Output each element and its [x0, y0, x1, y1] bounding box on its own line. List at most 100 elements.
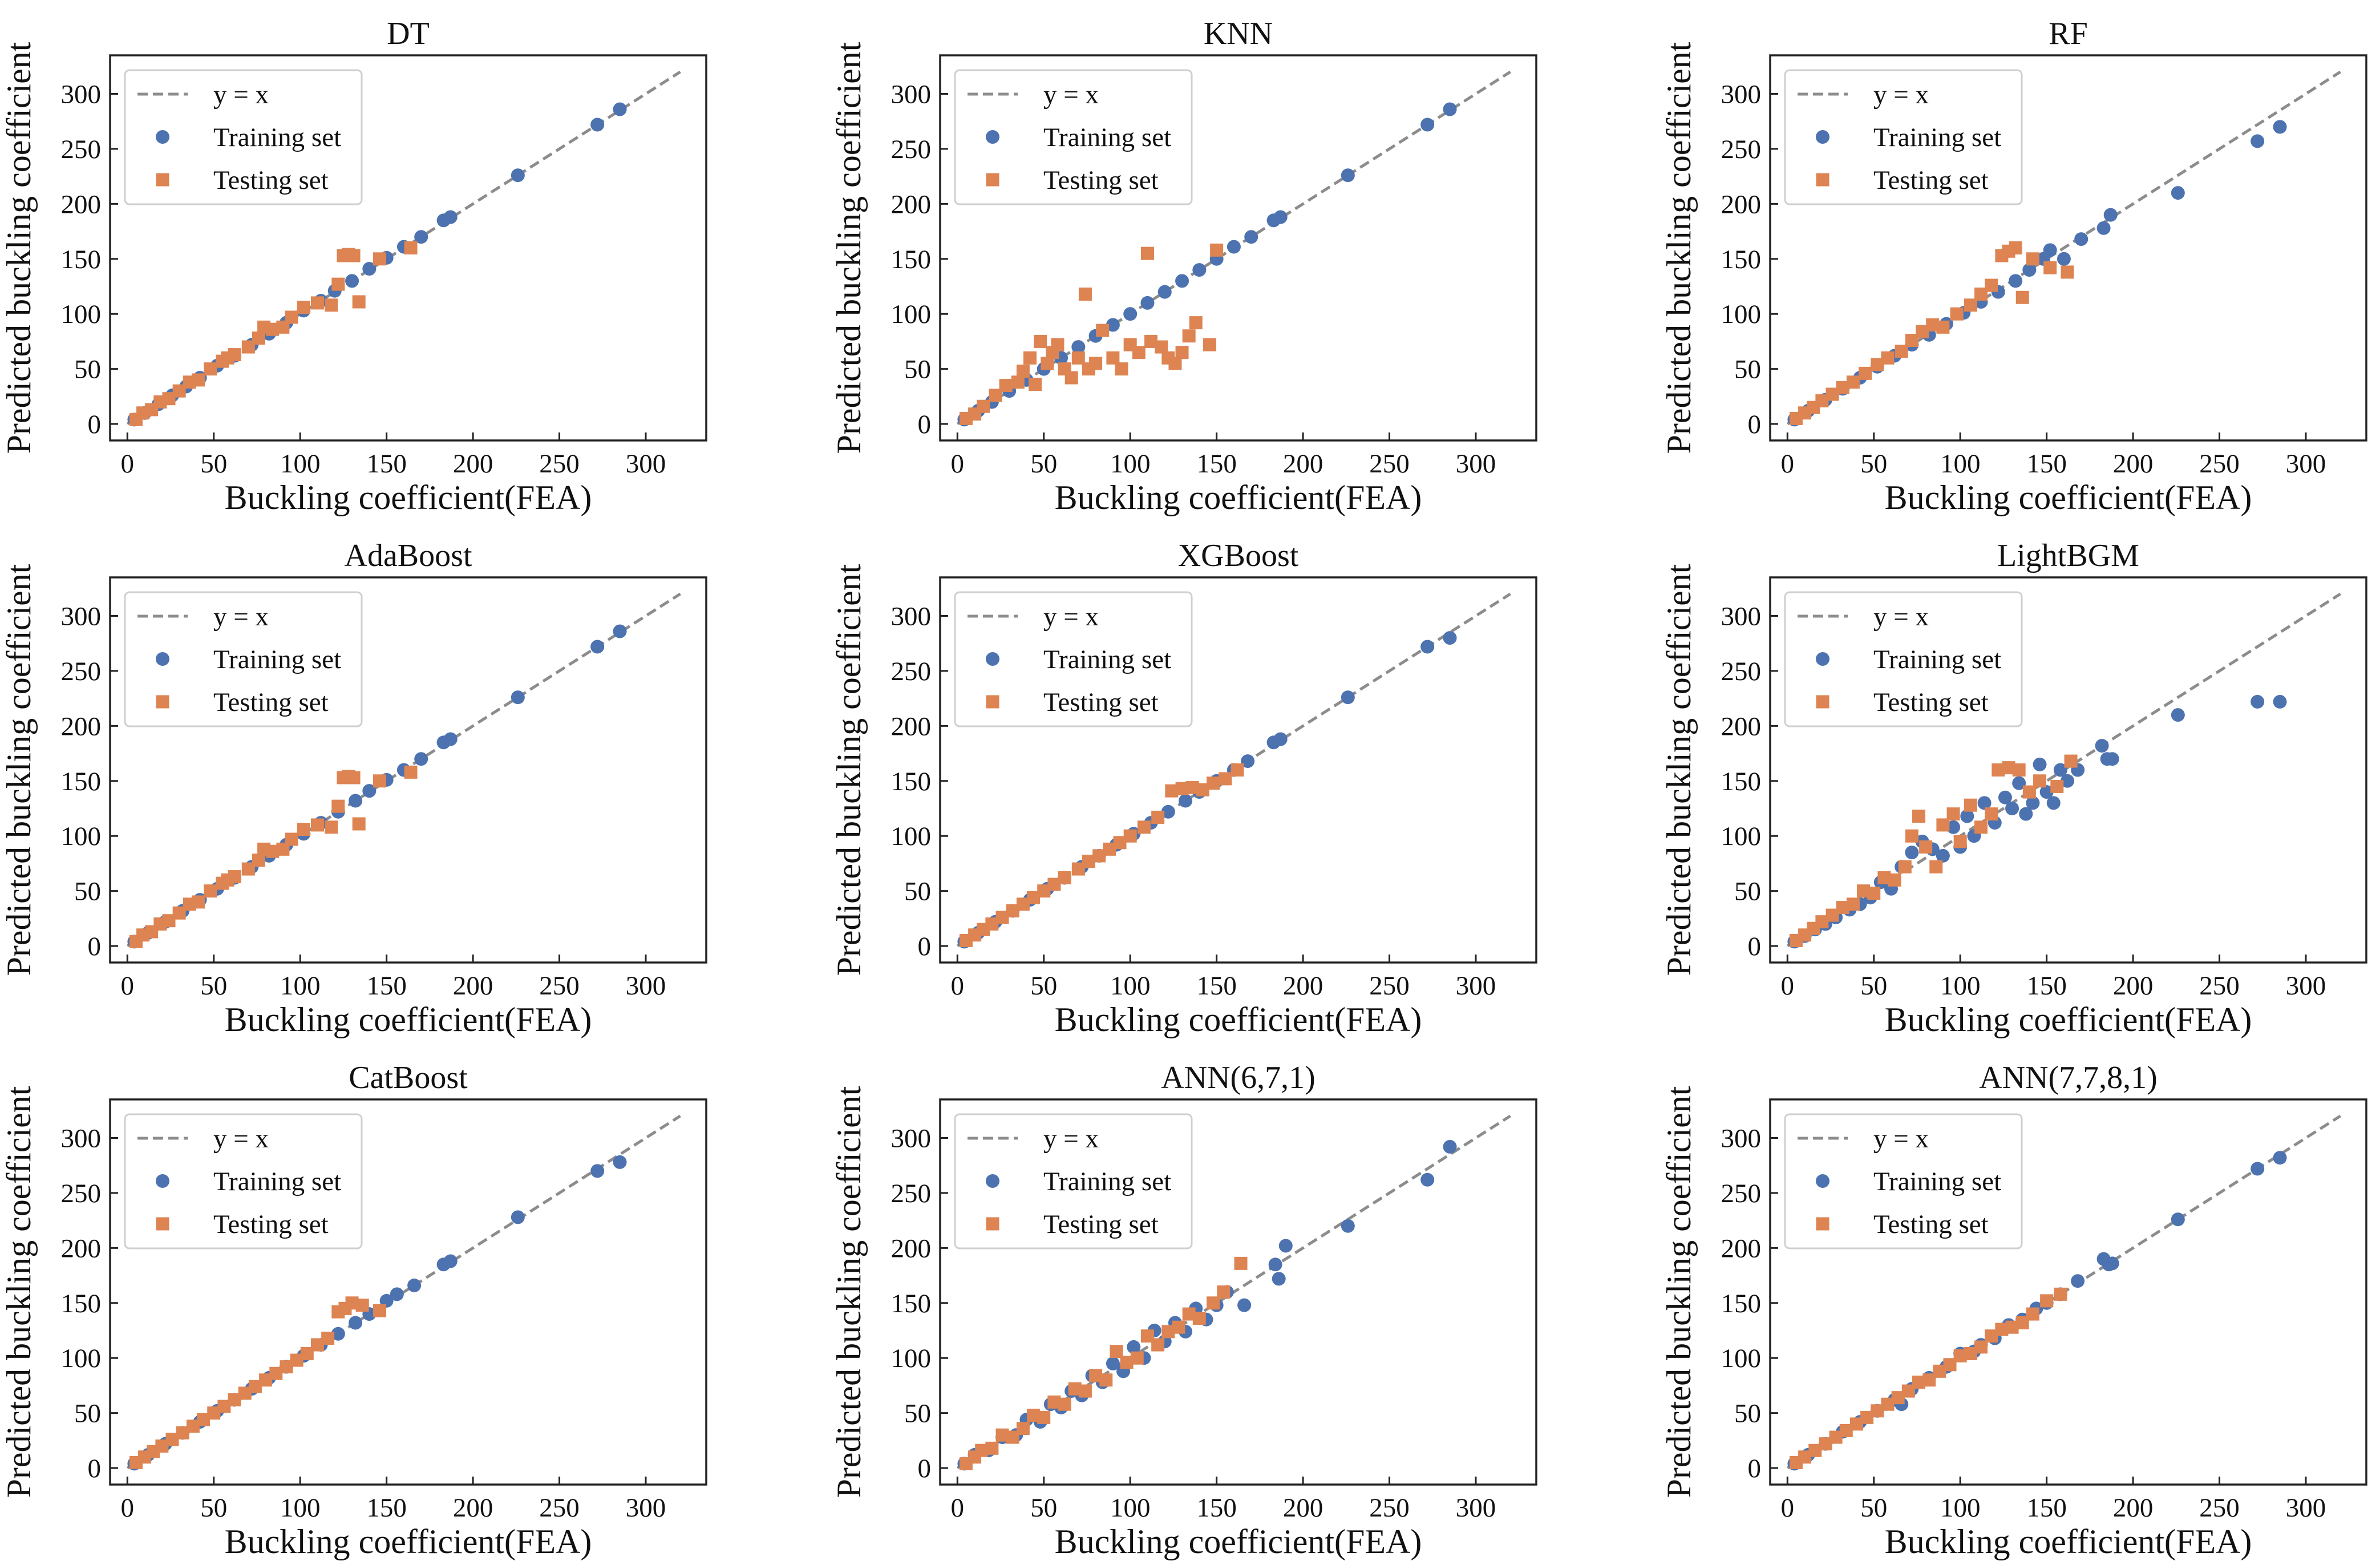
- training-point: [1273, 732, 1288, 746]
- y-tick-label: 150: [891, 767, 932, 796]
- testing-point: [1082, 855, 1095, 868]
- testing-point: [373, 774, 387, 788]
- x-tick-label: 50: [1860, 971, 1887, 1001]
- y-tick-label: 200: [1721, 711, 1762, 741]
- testing-point: [266, 844, 280, 858]
- training-point: [1977, 796, 1992, 810]
- testing-point: [2002, 761, 2015, 775]
- testing-point: [165, 1433, 179, 1446]
- x-tick-label: 150: [2026, 1493, 2067, 1523]
- y-tick-label: 250: [891, 135, 932, 164]
- testing-point: [1857, 884, 1871, 898]
- y-tick-label: 50: [904, 1399, 931, 1429]
- legend-identity-label: y = x: [1043, 80, 1099, 110]
- testing-point: [2015, 1316, 2029, 1329]
- y-tick-label: 150: [61, 1289, 102, 1319]
- legend-testing-swatch: [1816, 173, 1829, 187]
- x-tick-label: 300: [1456, 449, 1496, 479]
- training-point: [613, 102, 627, 116]
- training-point: [1227, 240, 1241, 254]
- testing-point: [331, 799, 345, 813]
- x-tick-label: 100: [1940, 449, 1981, 479]
- training-point: [1192, 263, 1207, 277]
- testing-point: [1946, 807, 1960, 821]
- training-point: [2071, 1274, 2085, 1288]
- testing-point: [373, 1304, 387, 1317]
- y-tick-label: 0: [1748, 932, 1762, 961]
- y-axis-label: Predicted buckling coefficient: [0, 1086, 38, 1498]
- y-tick-label: 0: [88, 932, 102, 961]
- x-tick-label: 100: [1940, 971, 1981, 1001]
- testing-point: [325, 820, 338, 834]
- testing-point: [297, 301, 310, 314]
- y-tick-label: 150: [61, 767, 102, 796]
- y-tick-label: 250: [61, 657, 102, 686]
- testing-point: [345, 1296, 359, 1310]
- testing-point: [404, 241, 418, 254]
- x-tick-label: 0: [951, 449, 965, 479]
- testing-point: [352, 817, 366, 831]
- y-tick-label: 100: [891, 300, 932, 329]
- testing-point: [310, 1338, 324, 1352]
- testing-point: [1905, 334, 1918, 347]
- y-tick-label: 200: [1721, 189, 1762, 219]
- testing-series: [959, 1256, 1248, 1470]
- y-axis-label: Predicted buckling coefficient: [0, 42, 38, 454]
- x-tick-label: 0: [1781, 971, 1795, 1001]
- training-point: [2273, 1151, 2287, 1165]
- x-tick-label: 250: [2199, 971, 2240, 1001]
- x-tick-label: 200: [1283, 971, 1323, 1001]
- testing-point: [217, 1400, 231, 1413]
- subplot-8: ANN(6,7,1) 0 50 100 150 200 250 300 0 50 100 150 200…: [830, 1060, 1537, 1560]
- training-point: [1106, 1356, 1120, 1370]
- testing-point: [1140, 246, 1154, 260]
- legend: y = x Training set Testing set: [954, 1113, 1193, 1249]
- x-tick-label: 300: [626, 449, 666, 479]
- testing-point: [2005, 1320, 2019, 1334]
- testing-point: [1196, 783, 1209, 796]
- testing-point: [1037, 884, 1051, 898]
- y-tick-label: 150: [891, 245, 932, 274]
- x-tick-label: 300: [626, 1493, 666, 1523]
- legend-training-label: Training set: [1873, 123, 2001, 152]
- testing-point: [1985, 1329, 1998, 1343]
- x-tick-label: 300: [2286, 1493, 2326, 1523]
- x-tick-label: 0: [951, 971, 965, 1001]
- training-point: [407, 1278, 422, 1292]
- testing-point: [1092, 849, 1106, 863]
- x-tick-label: 100: [1940, 1493, 1981, 1523]
- y-tick-label: 50: [74, 877, 101, 907]
- x-axis-label: Buckling coefficient(FEA): [1885, 1523, 2252, 1560]
- testing-point: [1089, 1369, 1103, 1382]
- testing-point: [1891, 1391, 1905, 1405]
- x-tick-label: 150: [2026, 971, 2067, 1001]
- testing-point: [1103, 842, 1116, 856]
- legend-training-swatch: [1816, 1174, 1829, 1188]
- testing-point: [1860, 1410, 1874, 1424]
- x-tick-label: 300: [2286, 971, 2326, 1001]
- testing-point: [241, 340, 255, 354]
- axes-frame: [109, 1098, 707, 1486]
- legend-testing-swatch: [156, 173, 169, 187]
- axes-frame: [1769, 1098, 2367, 1486]
- x-tick-label: 100: [1110, 1493, 1151, 1523]
- training-point: [2251, 1162, 2265, 1176]
- y-tick-label: 50: [74, 355, 101, 385]
- testing-point: [1836, 901, 1849, 915]
- subplot-2: KNN 0 50 100 150 200 250 300 0 50 100 150 200 250 300 B…: [830, 16, 1537, 516]
- training-point: [1420, 118, 1435, 132]
- x-tick-label: 100: [280, 1493, 321, 1523]
- training-point: [443, 1254, 458, 1268]
- testing-point: [1901, 1384, 1915, 1398]
- legend-box: [124, 69, 363, 205]
- testing-point: [266, 322, 280, 336]
- legend-testing-label: Testing set: [1043, 165, 1159, 195]
- x-tick-label: 200: [2113, 971, 2154, 1001]
- training-point: [1106, 318, 1120, 332]
- y-tick-label: 0: [1748, 1454, 1762, 1483]
- y-tick-label: 300: [61, 80, 102, 110]
- training-point: [345, 274, 359, 288]
- training-point: [1071, 340, 1086, 354]
- testing-point: [1192, 1312, 1206, 1325]
- x-tick-label: 250: [1369, 1493, 1410, 1523]
